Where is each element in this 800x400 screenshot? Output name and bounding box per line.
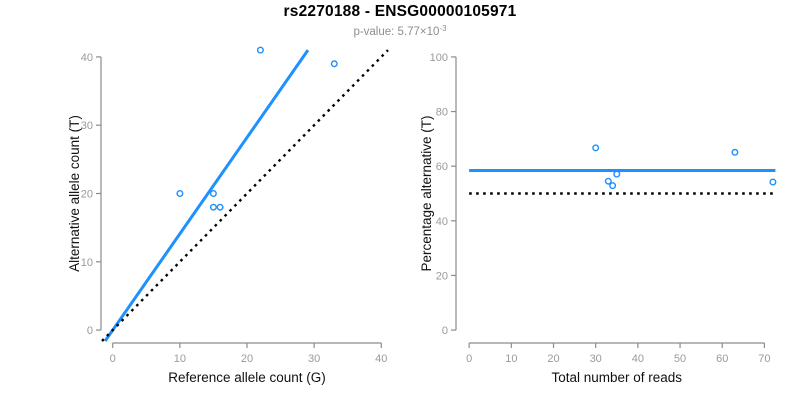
identity-line	[101, 49, 389, 342]
y-tick-label: 100	[430, 52, 448, 64]
y-tick-label: 0	[87, 325, 93, 337]
data-point	[613, 170, 621, 178]
figure-title: rs2270188 - ENSG00000105971	[283, 3, 517, 20]
x-tick-label: 30	[590, 353, 602, 365]
x-tick-label: 20	[547, 353, 559, 365]
figure-subtitle: p-value: 5.77×10-3	[0, 24, 800, 38]
data-point	[209, 189, 217, 197]
data-point	[256, 46, 264, 54]
percentage-vs-reads-panel: 0 10 20 30 40 50 60 70 0 20 40 60 80 100 Total number …	[419, 52, 777, 385]
data-point	[330, 60, 338, 68]
y-tick-label: 80	[436, 107, 448, 119]
data-point	[769, 178, 777, 186]
x-axis-title: Reference allele count (G)	[168, 370, 326, 385]
pvalue-exponent: -3	[439, 24, 447, 33]
x-axis: 0 10 20 30 40 50 60 70	[466, 342, 771, 365]
data-point	[731, 148, 739, 156]
x-tick-label: 70	[758, 353, 770, 365]
y-axis: 0 10 20 30 40	[81, 52, 102, 337]
data-point	[609, 182, 617, 190]
y-axis-title: Percentage alternative (T)	[419, 115, 434, 271]
y-axis-title: Alternative allele count (T)	[67, 115, 82, 272]
x-tick-label: 10	[174, 353, 186, 365]
x-axis: 0 10 20 30 40	[110, 342, 387, 365]
data-point	[209, 203, 217, 211]
x-tick-label: 0	[466, 353, 472, 365]
x-tick-label: 50	[674, 353, 686, 365]
y-tick-label: 20	[81, 189, 93, 201]
x-tick-label: 40	[632, 353, 644, 365]
allele-counts-panel: 0 10 20 30 40 0 10 20 30 40 Reference allele count…	[67, 46, 389, 385]
x-tick-label: 30	[308, 353, 320, 365]
y-tick-label: 20	[436, 270, 448, 282]
y-tick-label: 10	[81, 257, 93, 269]
data-point	[176, 189, 184, 197]
x-tick-label: 40	[375, 353, 387, 365]
x-axis-title: Total number of reads	[551, 370, 682, 385]
y-tick-label: 40	[436, 216, 448, 228]
data-point	[216, 203, 224, 211]
y-axis: 0 20 40 60 80 100	[430, 52, 457, 337]
x-tick-label: 10	[505, 353, 517, 365]
data-point	[592, 144, 600, 152]
fitted-ratio-line	[103, 49, 310, 342]
y-tick-label: 30	[81, 120, 93, 132]
x-tick-label: 20	[241, 353, 253, 365]
pvalue-text: p-value: 5.77×10	[353, 26, 440, 38]
y-tick-label: 0	[442, 325, 448, 337]
x-tick-label: 0	[110, 353, 116, 365]
data-point	[604, 177, 612, 185]
y-tick-label: 40	[81, 52, 93, 64]
x-tick-label: 60	[716, 353, 728, 365]
y-tick-label: 60	[436, 161, 448, 173]
